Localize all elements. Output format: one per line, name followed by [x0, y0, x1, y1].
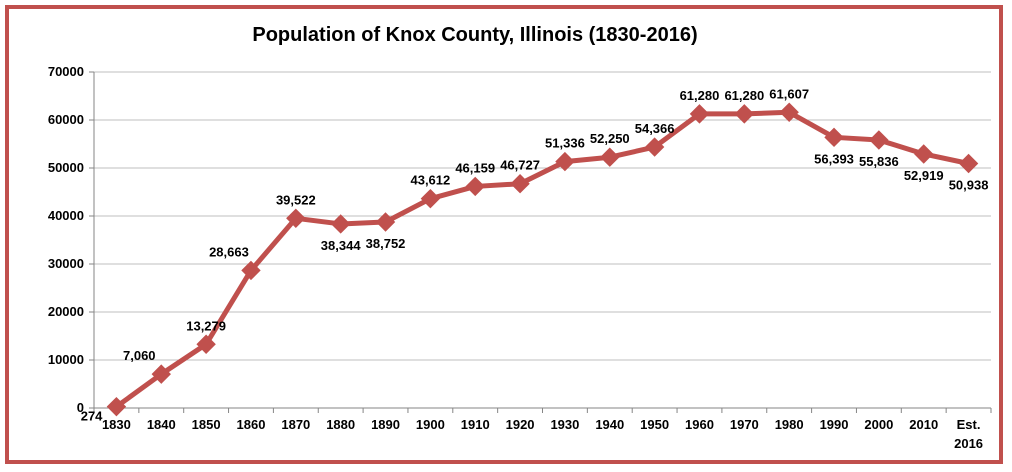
- y-tick-label: 50000: [48, 160, 84, 175]
- data-label: 55,836: [859, 154, 899, 169]
- data-label: 43,612: [410, 173, 450, 188]
- y-tick-label: 20000: [48, 304, 84, 319]
- y-tick-label: 30000: [48, 256, 84, 271]
- x-tick-label: 1920: [506, 417, 535, 432]
- data-point-marker: [779, 102, 799, 122]
- x-tick-label: 1940: [595, 417, 624, 432]
- data-point-marker: [330, 214, 351, 234]
- data-point-marker: [465, 176, 485, 197]
- y-tick-label: 40000: [48, 208, 84, 223]
- data-label: 54,366: [635, 121, 675, 136]
- data-point-marker: [734, 104, 755, 124]
- data-label: 28,663: [209, 244, 249, 259]
- x-tick-label: 1990: [820, 417, 849, 432]
- data-label: 56,393: [814, 151, 854, 166]
- data-label: 38,344: [321, 238, 362, 253]
- data-label: 52,919: [904, 168, 944, 183]
- series-line: [113, 109, 972, 410]
- x-tick-label: 1910: [461, 417, 490, 432]
- data-label: 51,336: [545, 136, 585, 151]
- y-tick-label: 10000: [48, 352, 84, 367]
- data-point-marker: [869, 130, 889, 150]
- y-tick-label: 0: [77, 400, 84, 415]
- data-label: 50,938: [949, 177, 989, 192]
- data-label: 46,727: [500, 158, 540, 173]
- axes: [89, 71, 992, 413]
- population-series: [106, 102, 979, 417]
- data-label: 52,250: [590, 131, 630, 146]
- x-tick-label: 1890: [371, 417, 400, 432]
- x-tick-label: 2000: [864, 417, 893, 432]
- data-label: 39,522: [276, 192, 316, 207]
- data-point-marker: [824, 127, 844, 148]
- data-point-marker: [600, 147, 620, 167]
- data-point-marker: [196, 334, 216, 354]
- x-tick-label: 1850: [192, 417, 221, 432]
- data-point-marker: [644, 137, 665, 157]
- data-point-marker: [241, 260, 261, 281]
- x-tick-label: 1900: [416, 417, 445, 432]
- data-point-marker: [914, 144, 934, 164]
- data-label: 46,159: [455, 160, 495, 175]
- data-point-marker: [689, 104, 710, 124]
- data-label: 7,060: [123, 348, 156, 363]
- gridlines: [94, 71, 991, 361]
- x-tick-label: Est. 2016: [954, 417, 983, 451]
- y-axis-tick-labels: 0 10000 20000 30000 40000 50000 60000 70000: [48, 64, 84, 415]
- x-tick-label: 1960: [685, 417, 714, 432]
- data-point-marker: [151, 364, 171, 384]
- data-point-marker: [106, 396, 127, 417]
- x-tick-label: 1980: [775, 417, 804, 432]
- data-label: 61,280: [680, 88, 720, 103]
- y-tick-label: 70000: [48, 64, 84, 79]
- y-tick-label: 60000: [48, 112, 84, 127]
- data-point-marker: [555, 151, 575, 172]
- x-tick-label: 2010: [909, 417, 938, 432]
- data-label: 61,280: [724, 88, 764, 103]
- data-point-marker: [958, 153, 979, 174]
- x-tick-label: 1880: [326, 417, 355, 432]
- chart-frame: Population of Knox County, Illinois (183…: [5, 5, 1003, 464]
- x-tick-label: 1860: [237, 417, 266, 432]
- data-label: 13,279: [186, 318, 226, 333]
- x-axis-tick-labels: 1830 1840 1850 1860 1870 1880 1890 1900 1910 1920…: [102, 417, 983, 451]
- line-chart: Population of Knox County, Illinois (183…: [48, 24, 992, 451]
- data-label: 38,752: [366, 236, 406, 251]
- x-tick-label: 1950: [640, 417, 669, 432]
- data-point-marker: [375, 212, 396, 232]
- x-tick-label: 1930: [550, 417, 579, 432]
- data-label: 274: [81, 409, 103, 424]
- x-tick-label: 1830: [102, 417, 131, 432]
- data-label: 61,607: [769, 86, 809, 101]
- x-tick-label: 1870: [281, 417, 310, 432]
- data-point-marker: [510, 174, 530, 194]
- chart-title: Population of Knox County, Illinois (183…: [252, 24, 697, 46]
- data-point-marker: [286, 208, 306, 229]
- data-point-marker: [420, 188, 441, 209]
- x-tick-label: 1970: [730, 417, 759, 432]
- x-tick-label: 1840: [147, 417, 176, 432]
- data-labels: 274 7,060 13,279 28,663 39,522 38,344 38,752 43…: [81, 86, 989, 423]
